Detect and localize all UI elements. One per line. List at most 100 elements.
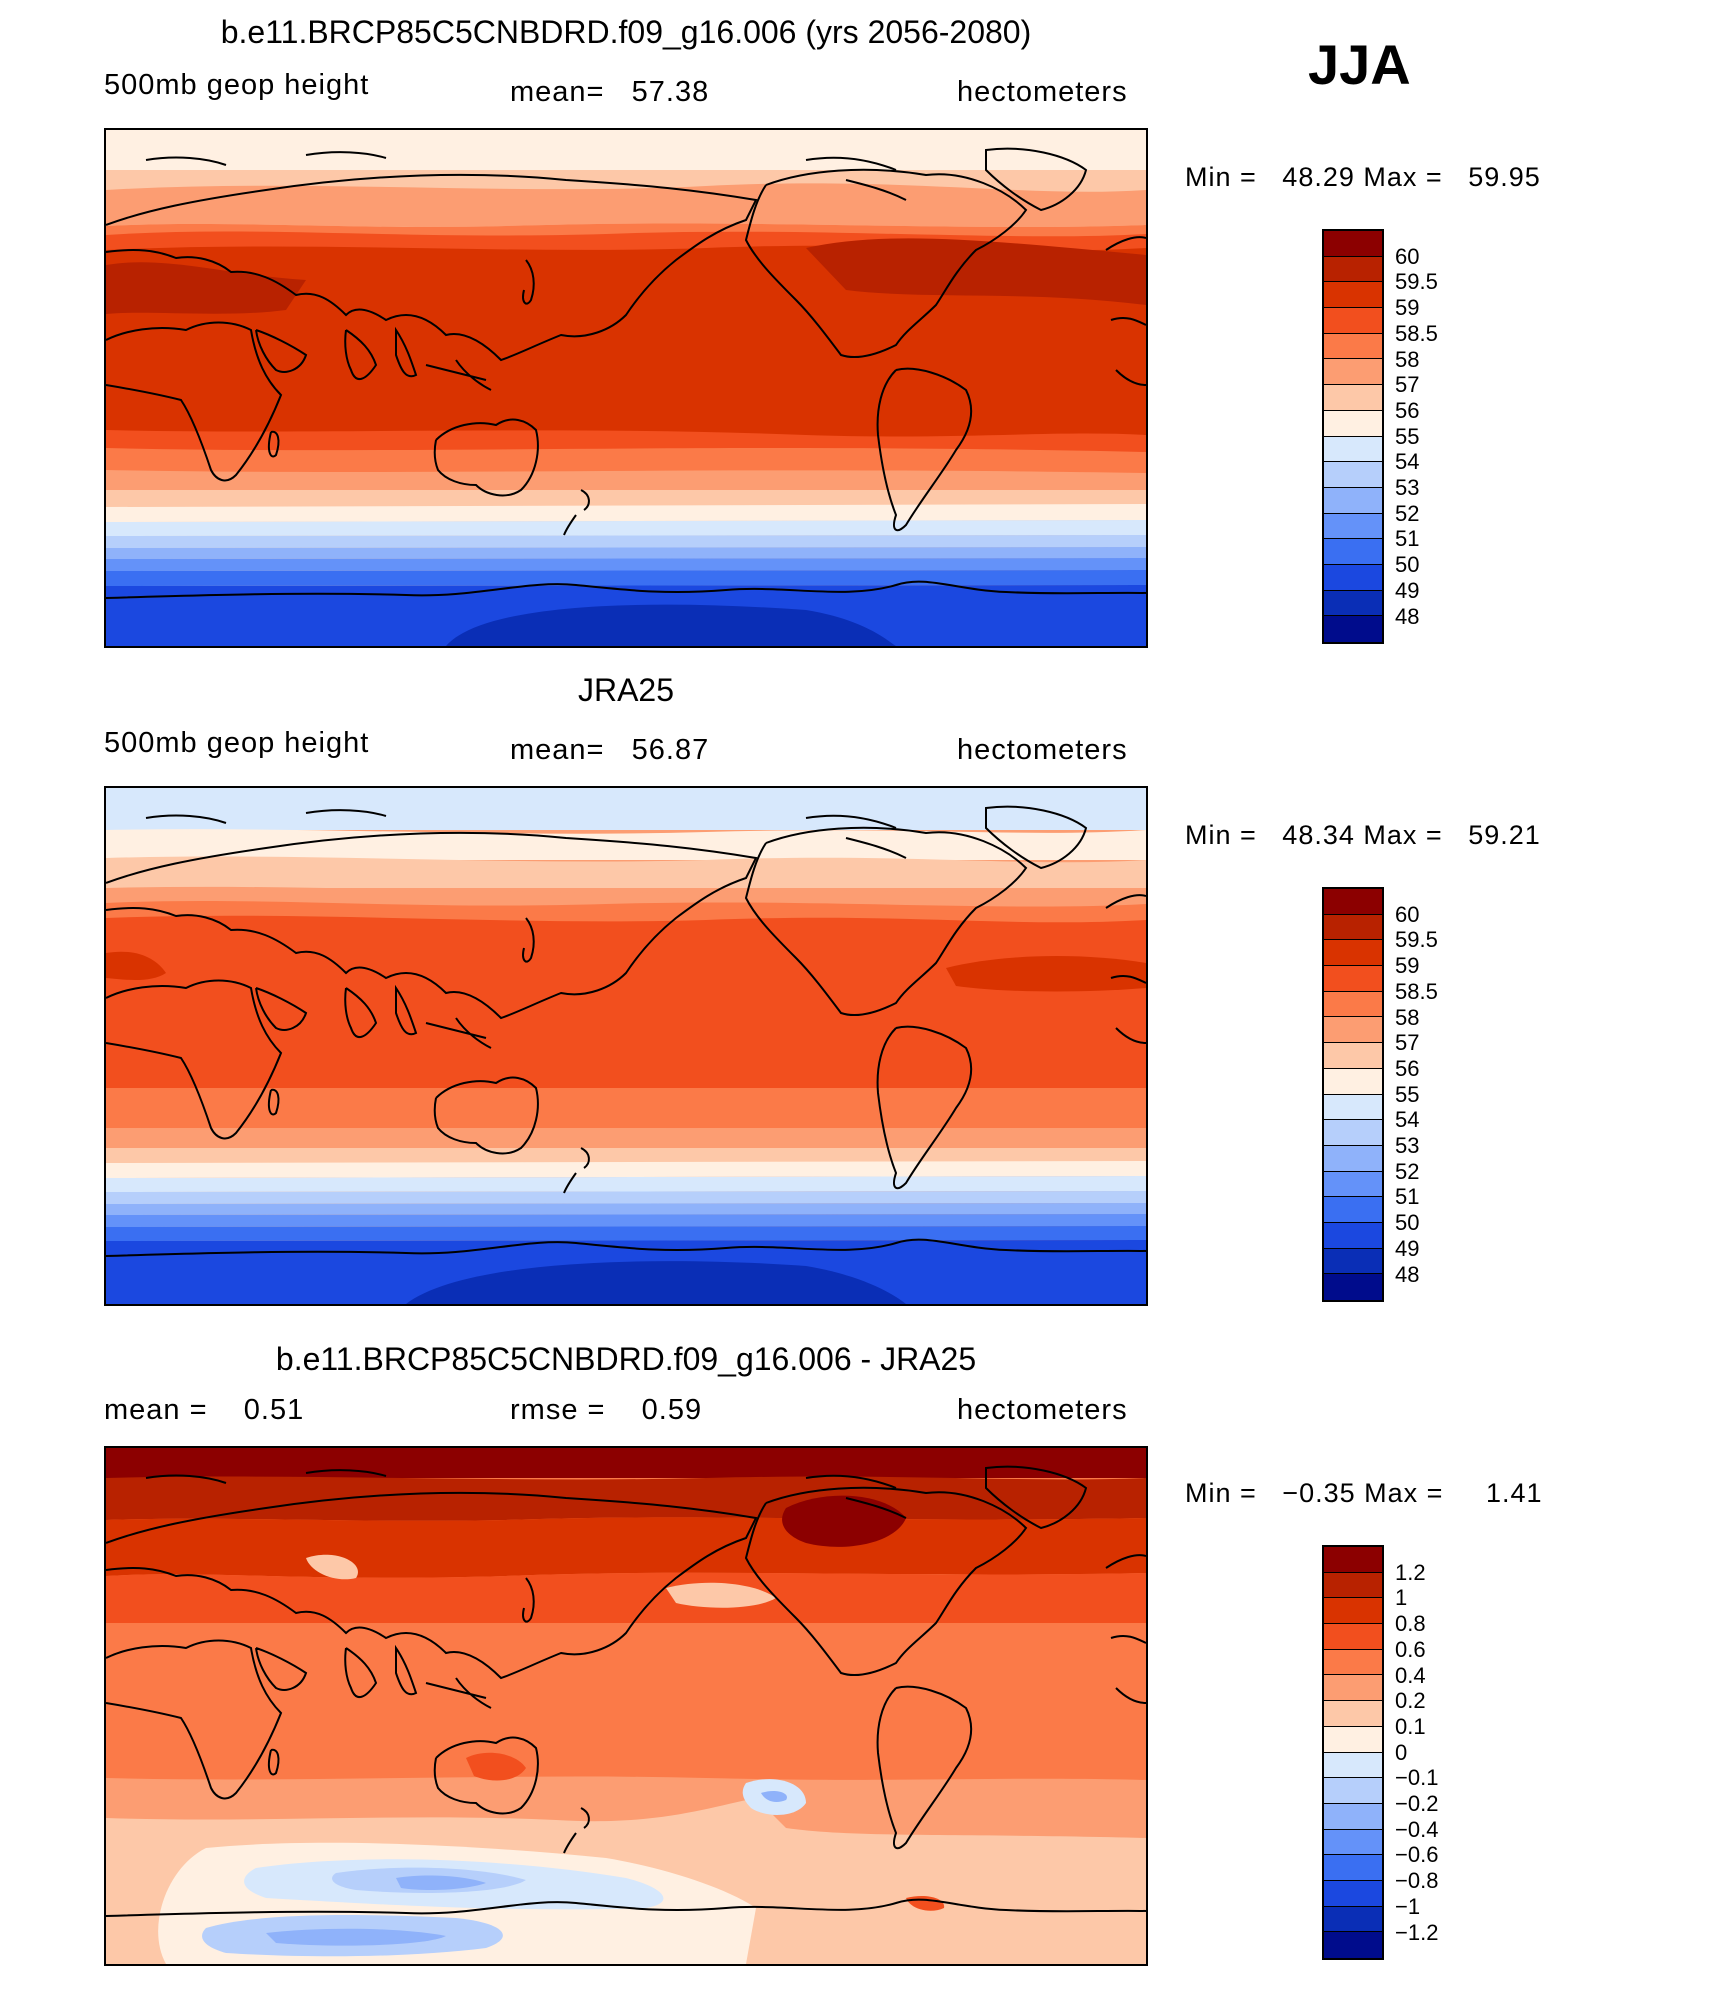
panel-2-colorbar	[1322, 887, 1384, 1302]
panel-1-field	[106, 130, 1146, 646]
band-59	[106, 245, 1146, 440]
colorbar-swatch	[1324, 1855, 1382, 1881]
colorbar-swatch	[1324, 1248, 1382, 1275]
panel-3-title: b.e11.BRCP85C5CNBDRD.f09_g16.006 - JRA25	[275, 1341, 977, 1377]
colorbar-label: 48	[1395, 1261, 1420, 1287]
panel-1-mean-text: mean=	[510, 76, 605, 108]
colorbar-label: 54	[1395, 449, 1420, 475]
panel-2-units: hectometers	[957, 734, 1128, 766]
arctic-band	[106, 788, 1146, 830]
colorbar-label: 55	[1395, 423, 1420, 449]
colorbar-label: 50	[1395, 552, 1420, 578]
coast-japan	[522, 259, 535, 305]
band-s51	[106, 558, 1146, 571]
colorbar-label: 58.5	[1395, 978, 1438, 1004]
coast-europe-east	[1105, 1554, 1146, 1704]
colorbar-swatch	[1324, 1068, 1382, 1095]
colorbar-label: 0.6	[1395, 1636, 1426, 1662]
coast-arctic-islands	[145, 151, 907, 201]
coast-antarctica	[106, 1898, 1146, 1917]
colorbar-swatch	[1324, 966, 1382, 992]
coast-newzealand	[563, 489, 590, 536]
panel-1-units: hectometers	[957, 76, 1128, 108]
colorbar-swatch	[1324, 1829, 1382, 1856]
hi-africa	[106, 262, 306, 314]
colorbar-swatch	[1324, 889, 1382, 915]
coast-madagascar	[267, 1748, 280, 1776]
coast-arabia	[255, 987, 308, 1031]
panel-2-map	[104, 786, 1148, 1306]
band-57	[106, 183, 1146, 228]
coast-seasia	[395, 984, 492, 1049]
colorbar-swatch	[1324, 513, 1382, 540]
coast-australia	[433, 1736, 539, 1815]
band-s50	[106, 1226, 1146, 1241]
panel-3-minmax: Min = −0.35 Max = 1.41	[1185, 1478, 1543, 1509]
colorbar-label: 60	[1395, 901, 1420, 927]
panel-1-mean-value: 57.38	[631, 76, 710, 108]
colorbar-label: 58	[1395, 1004, 1420, 1030]
colorbar-label: 1.2	[1395, 1559, 1426, 1585]
panel-3-map	[104, 1446, 1148, 1966]
colorbar-swatch	[1324, 256, 1382, 283]
coast-europe-east	[1105, 236, 1146, 386]
colorbar-label: 0.1	[1395, 1713, 1426, 1739]
panel-3-mean-text: mean =	[104, 1394, 208, 1426]
colorbar-swatch	[1324, 1145, 1382, 1172]
coast-india	[344, 329, 378, 380]
colorbar-swatch	[1324, 1726, 1382, 1753]
panel-1-map-svg	[106, 130, 1146, 646]
panel-3-max-value: 1.41	[1485, 1478, 1543, 1508]
panel-1-variable-label: 500mb geop height	[104, 69, 370, 101]
colorbar-label: 57	[1395, 372, 1420, 398]
coast-arabia	[255, 329, 308, 373]
diff-neg-ocean-3	[396, 1875, 486, 1891]
colorbar-swatch	[1324, 385, 1382, 411]
colorbar-swatch	[1324, 1274, 1382, 1300]
band-s55	[106, 1161, 1146, 1178]
colorbar-swatch	[1324, 282, 1382, 309]
colorbar-swatch	[1324, 359, 1382, 386]
panel-3-rmse-text: rmse =	[510, 1394, 606, 1426]
band-585	[106, 915, 1146, 1088]
colorbar-swatch	[1324, 333, 1382, 360]
colorbar-swatch	[1324, 1197, 1382, 1223]
panel-3-field	[106, 1448, 1146, 1964]
colorbar-label: 51	[1395, 1184, 1420, 1210]
colorbar-label: −0.8	[1395, 1868, 1439, 1894]
band-s57	[106, 1128, 1146, 1151]
colorbar-swatch	[1324, 1120, 1382, 1146]
panel-1-map	[104, 128, 1148, 648]
colorbar-swatch	[1324, 436, 1382, 463]
colorbar-swatch	[1324, 487, 1382, 514]
coast-south-america	[876, 1685, 973, 1850]
colorbar-swatch	[1324, 1752, 1382, 1779]
panel-3-colorbar	[1322, 1545, 1384, 1960]
band-s52	[106, 547, 1146, 559]
band-s53	[106, 535, 1146, 548]
colorbar-label: −1.2	[1395, 1919, 1439, 1945]
hi-atlantic	[946, 956, 1146, 992]
colorbar-label: 55	[1395, 1081, 1420, 1107]
colorbar-label: 59	[1395, 953, 1420, 979]
band-s56	[106, 490, 1146, 507]
colorbar-label: 0.2	[1395, 1688, 1426, 1714]
colorbar-swatch	[1324, 539, 1382, 565]
colorbar-swatch	[1324, 410, 1382, 437]
coast-newzealand	[563, 1147, 590, 1194]
panel-2-mean-label: mean= 56.87	[510, 734, 709, 767]
coast-south-america	[876, 1025, 973, 1190]
panel-1-coastlines	[106, 147, 1146, 599]
coast-antarctica	[106, 1238, 1146, 1257]
coast-arabia	[255, 1647, 308, 1691]
colorbar-swatch	[1324, 1598, 1382, 1625]
colorbar-label: 59.5	[1395, 269, 1438, 295]
coast-africa	[106, 321, 283, 482]
colorbar-label: 51	[1395, 526, 1420, 552]
colorbar-swatch	[1324, 1932, 1382, 1958]
panel-2-max-value: 59.21	[1468, 820, 1541, 850]
colorbar-swatch	[1324, 1701, 1382, 1727]
colorbar-label: 56	[1395, 1055, 1420, 1081]
hi-atlantic	[806, 238, 1146, 305]
band-s48	[446, 604, 896, 646]
